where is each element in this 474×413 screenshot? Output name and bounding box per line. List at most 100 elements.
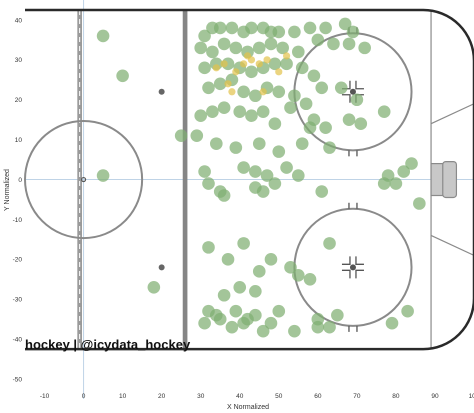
shot-point [194,41,207,55]
shot-point [198,61,211,75]
center-ice-circle [24,119,144,240]
shot-point [303,273,317,286]
shot-point [413,197,426,210]
neutral-faceoff-dot-bottom [158,264,165,271]
shot-point [245,21,258,35]
x-tick-label: 50 [275,393,283,400]
y-tick-label: 0 [18,177,22,184]
shot-point [229,141,243,154]
shot-point-hotspot [240,60,248,68]
shot-point-hotspot [220,60,228,68]
shot-point [334,81,348,95]
shot-point [229,304,243,318]
shot-point [311,312,325,326]
y-tick-label: 30 [15,57,23,64]
shot-point [202,241,215,254]
shot-point [315,81,329,95]
x-axis-label: X Normalized [227,404,269,411]
y-tick-label: -20 [13,257,23,264]
shot-point [276,41,289,55]
shot-point [385,316,399,330]
shot-point [256,185,270,198]
shot-point [307,113,321,126]
shot-point [264,253,278,266]
shot-point [327,37,340,51]
shot-point [245,65,258,79]
shot-point-hotspot [224,80,232,88]
trapezoid-line-top [430,103,474,125]
shot-point [147,280,161,294]
shot-point [198,165,211,178]
shot-point [280,57,293,71]
shot-point [225,320,239,334]
watermark-text: hockey | @icydata_hockey [25,337,191,352]
shot-point-hotspot [232,68,240,76]
shot-point-hotspot [263,56,271,64]
shot-point [350,93,364,107]
shot-point [358,41,371,55]
shot-point [401,304,414,318]
shot-point [319,121,332,134]
shot-point [315,185,329,198]
shot-point [272,25,286,39]
y-tick-label: -30 [13,297,23,304]
shot-point [284,261,297,274]
shot-point [256,105,270,119]
shot-point-hotspot [259,88,267,96]
shot-point [194,109,207,123]
shot-point [217,101,231,115]
shot-point [252,265,266,278]
shot-point [206,105,219,119]
x-tick-label: 80 [392,393,400,400]
x-tick-label: -10 [40,393,50,400]
shot-point [237,237,250,250]
shot-point [206,45,219,59]
shot-point [217,37,231,51]
shot-point [260,169,274,182]
shot-point [213,77,227,91]
hockey-rink [24,8,474,351]
shot-point [249,89,262,103]
x-tick-label: 20 [158,393,166,400]
goal-net [442,160,458,199]
shot-point [174,129,188,142]
axis-ticks: -100102030405060708090100-50-40-30-20-10… [13,17,474,400]
y-tick-label: -50 [13,376,23,383]
shot-point [198,29,211,43]
shot-point [210,137,223,150]
shot-point [405,157,418,170]
shot-point [268,177,282,190]
shot-point [252,41,266,55]
shot-point [323,141,336,154]
shot-point [229,41,243,55]
shot-point [198,316,211,330]
shot-point-hotspot [228,88,236,96]
shot-point [249,308,262,322]
shot-point [237,85,250,99]
shot-point [264,316,278,330]
shot-point [311,33,325,47]
x-tick-label: 70 [353,393,361,400]
shot-point [116,69,129,83]
shot-point [292,45,305,59]
shot-point [346,25,360,39]
shot-point [342,37,356,51]
shot-point [397,165,411,178]
trapezoid-line-bottom [430,234,474,256]
faceoff-dot-bottom [349,264,356,271]
shot-point [256,324,270,338]
shot-point [268,57,282,71]
shot-point [307,69,321,83]
shot-point [284,101,297,115]
center-red-line [77,9,83,350]
y-tick-label: 20 [15,97,23,104]
shot-point [342,113,356,126]
shot-point [268,117,282,130]
center-faceoff-dot [80,176,87,183]
shot-point [303,21,317,35]
shot-point [299,97,313,111]
shot-point [377,105,391,119]
shot-point [245,109,258,123]
shot-point [338,17,352,31]
y-tick-label: -10 [13,217,23,224]
